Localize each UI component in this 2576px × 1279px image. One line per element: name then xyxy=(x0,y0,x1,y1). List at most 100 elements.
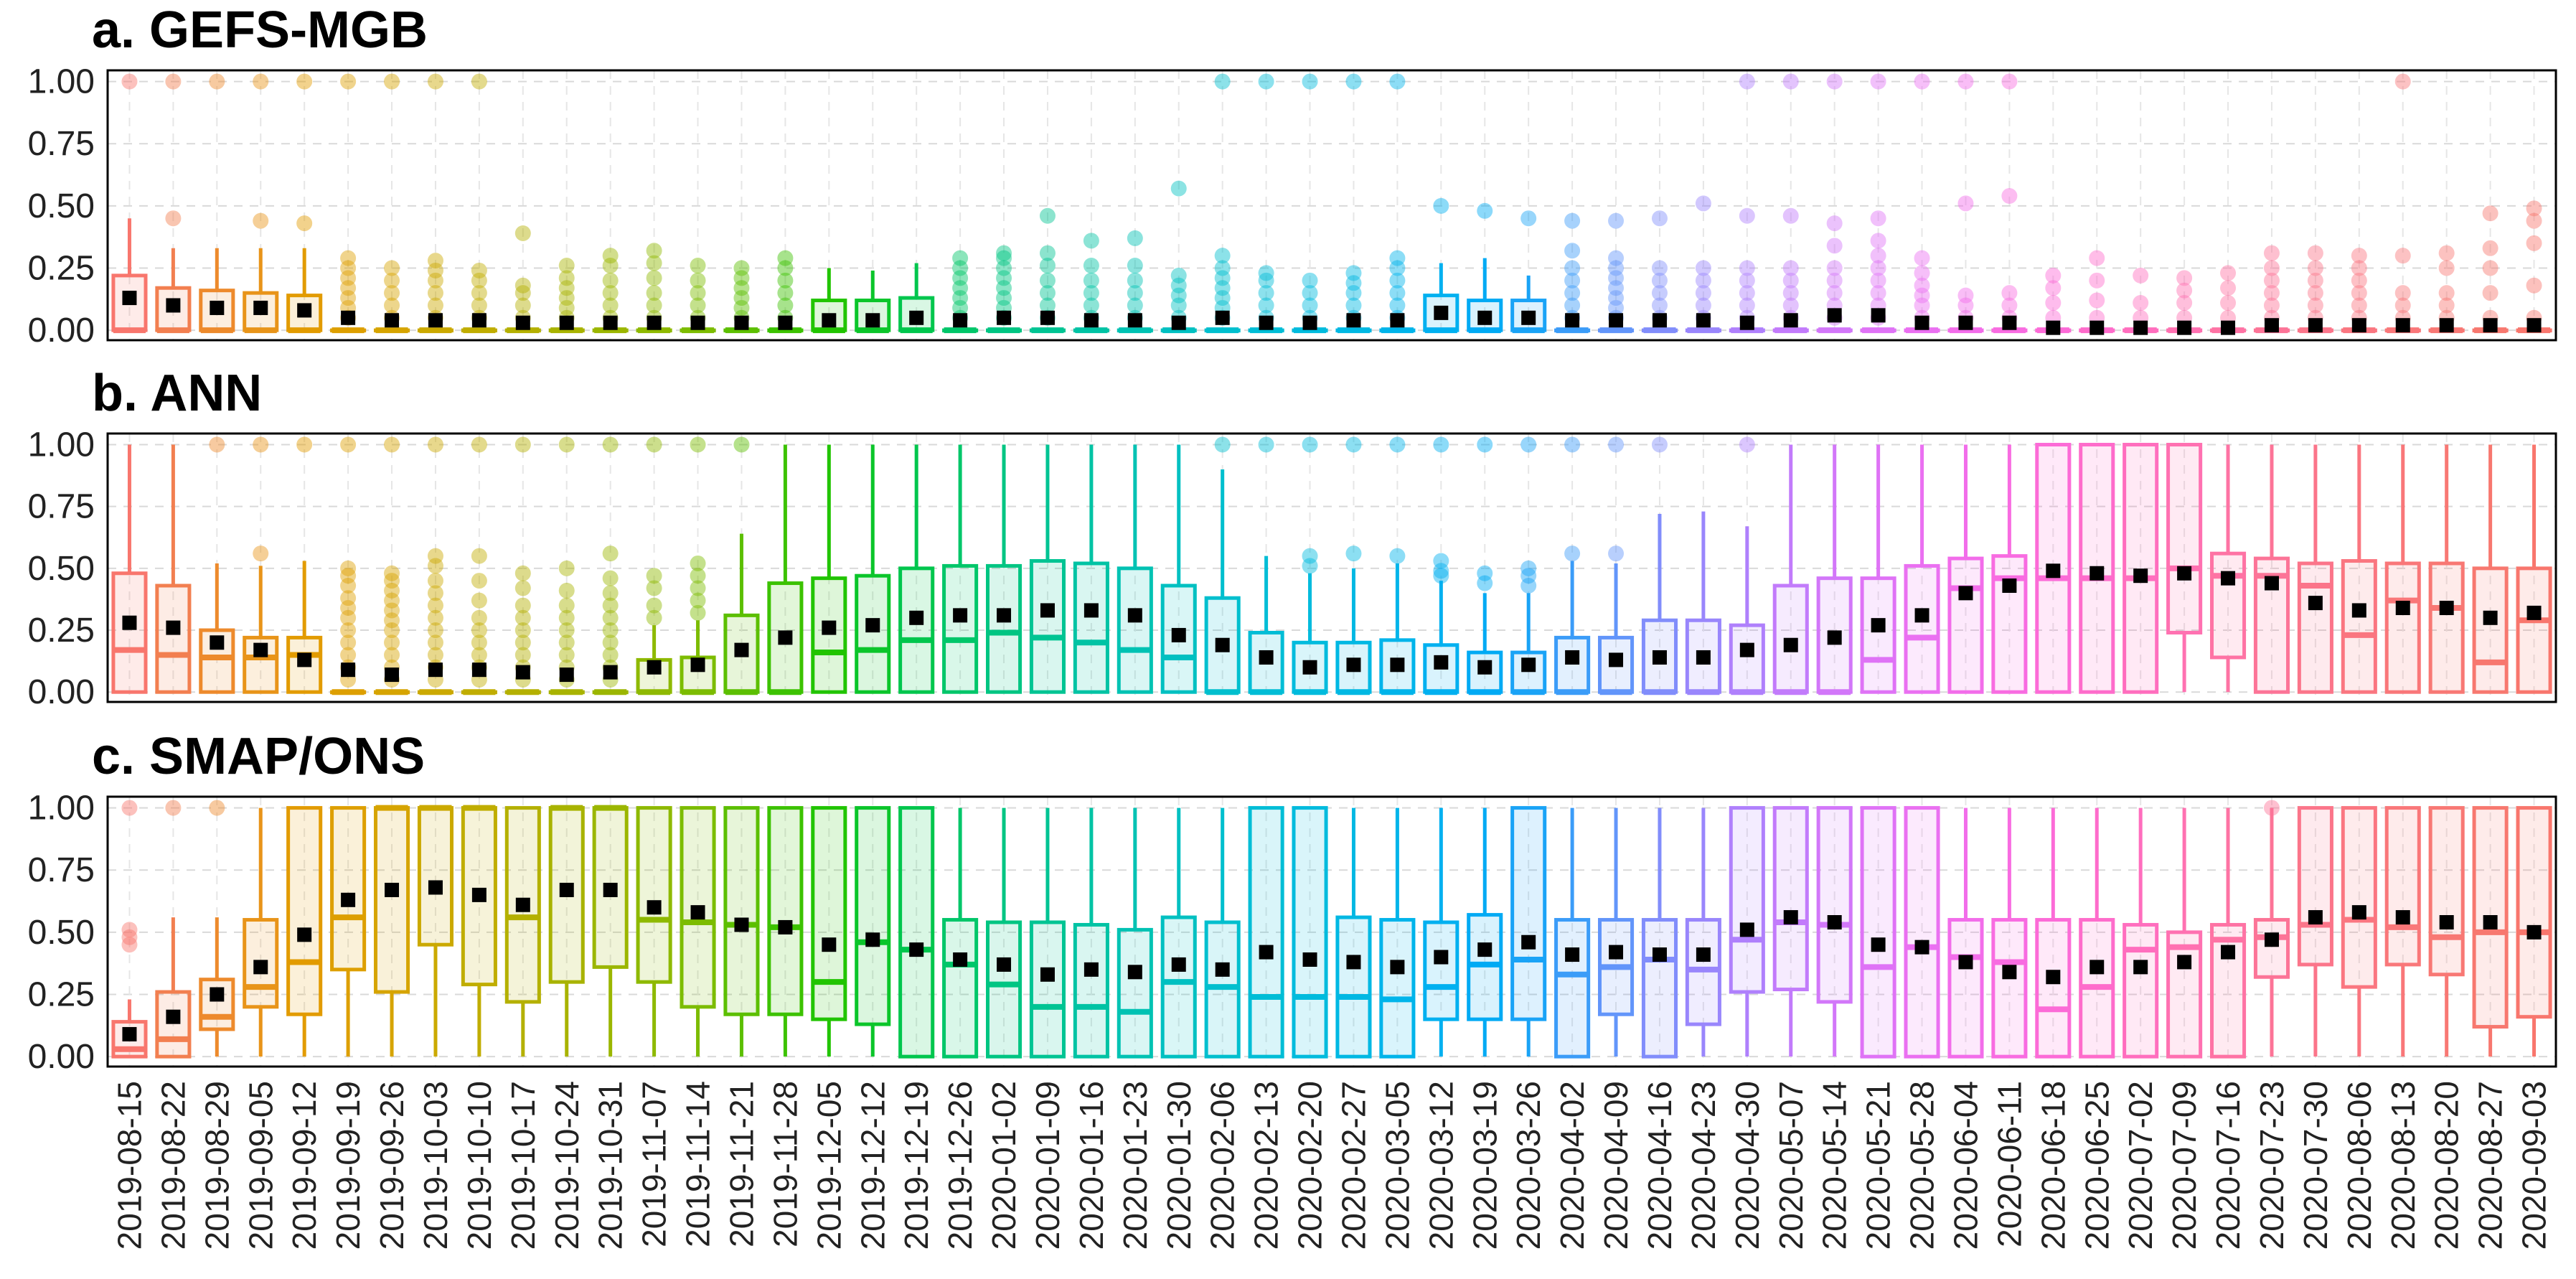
outlier-point xyxy=(2307,260,2323,276)
outlier-point xyxy=(471,436,487,453)
panel-title: b. ANN xyxy=(92,365,262,422)
outlier-point xyxy=(2482,205,2499,222)
mean-marker xyxy=(166,298,181,313)
mean-marker xyxy=(1565,947,1580,962)
box-2019-10-10 xyxy=(461,73,497,334)
outlier-point xyxy=(1739,436,1755,453)
box-2020-04-16 xyxy=(1641,210,1678,334)
outlier-point xyxy=(471,622,487,639)
mean-marker xyxy=(1083,962,1099,977)
x-tick-label: 2020-01-23 xyxy=(1117,1081,1154,1250)
outlier-point xyxy=(427,297,443,314)
mean-marker xyxy=(1346,657,1361,673)
box-2019-10-31 xyxy=(592,248,629,334)
outlier-point xyxy=(1608,250,1625,266)
outlier-point xyxy=(2438,260,2455,276)
outlier-point xyxy=(1258,265,1274,281)
box-iqr xyxy=(1991,918,2028,1059)
box-iqr xyxy=(1029,559,1066,694)
x-tick-label: 2020-05-21 xyxy=(1860,1081,1897,1250)
box-2020-01-16 xyxy=(1073,807,1109,1059)
outlier-point xyxy=(996,245,1012,261)
panel-title: c. SMAP/ONS xyxy=(92,728,425,785)
outlier-point xyxy=(1651,260,1668,276)
box-2020-06-18 xyxy=(2035,807,2072,1059)
outlier-point xyxy=(646,609,662,626)
outlier-point xyxy=(1739,272,1755,289)
outlier-point xyxy=(1345,275,1362,291)
mean-marker xyxy=(1346,313,1361,328)
y-tick-label: 0.00 xyxy=(28,673,95,711)
outlier-point xyxy=(558,560,575,576)
mean-marker xyxy=(953,952,968,967)
box-2020-06-04 xyxy=(1947,73,1984,334)
box-2020-02-20 xyxy=(1292,436,1328,695)
outlier-point xyxy=(952,280,969,296)
box-2019-12-19 xyxy=(898,806,935,1059)
outlier-point xyxy=(1870,272,1886,289)
outlier-point xyxy=(952,290,969,306)
outlier-point xyxy=(2001,188,2018,205)
box-2019-08-15 xyxy=(111,73,148,334)
outlier-point xyxy=(1083,272,1099,289)
x-axis: 2019-08-15 2019-08-22 2019-08-29 2019-09-05… xyxy=(111,1081,2552,1250)
outlier-point xyxy=(602,609,619,626)
box-2020-03-12 xyxy=(1423,436,1459,695)
outlier-point xyxy=(1782,73,1799,90)
box-iqr xyxy=(155,990,192,1059)
x-tick-label: 2020-06-04 xyxy=(1947,1081,1984,1250)
outlier-point xyxy=(165,800,182,816)
box-iqr xyxy=(1729,623,1765,694)
box-iqr xyxy=(1204,596,1241,694)
outlier-point xyxy=(1651,285,1668,301)
y-tick-label: 0.75 xyxy=(28,125,95,163)
outlier-point xyxy=(1258,436,1274,453)
outlier-point xyxy=(2526,235,2542,251)
outlier-point xyxy=(2089,292,2105,309)
outlier-point xyxy=(1870,248,1886,264)
box-2019-09-26 xyxy=(373,73,410,334)
box-2020-07-30 xyxy=(2297,444,2333,694)
mean-marker xyxy=(166,620,181,635)
outlier-point xyxy=(471,573,487,589)
mean-marker xyxy=(1739,922,1754,937)
box-2020-03-05 xyxy=(1379,73,1416,334)
outlier-point xyxy=(1214,290,1231,306)
box-2019-10-10 xyxy=(461,436,497,695)
outlier-point xyxy=(253,73,269,90)
outlier-point xyxy=(1520,560,1537,576)
box-2019-09-26 xyxy=(373,805,410,1057)
box-2020-04-30 xyxy=(1729,806,1765,1057)
outlier-point xyxy=(2263,297,2280,314)
box-2020-06-11 xyxy=(1991,444,2028,694)
mean-marker xyxy=(2002,965,2017,980)
mean-marker xyxy=(2395,318,2410,333)
outlier-point xyxy=(1389,436,1406,453)
outlier-point xyxy=(427,272,443,289)
outlier-point xyxy=(2045,267,2062,284)
box-2020-09-03 xyxy=(2516,200,2552,334)
outlier-point xyxy=(646,285,662,301)
box-iqr xyxy=(2209,551,2247,660)
outlier-point xyxy=(1651,210,1668,227)
box-2020-04-09 xyxy=(1597,436,1635,695)
x-tick-label: 2020-03-19 xyxy=(1466,1081,1503,1250)
outlier-point xyxy=(1870,285,1886,301)
outlier-point xyxy=(558,582,575,599)
outlier-point xyxy=(602,647,619,663)
outlier-point xyxy=(1258,73,1274,90)
outlier-point xyxy=(2089,272,2105,289)
box-iqr xyxy=(985,563,1023,694)
box-2019-11-14 xyxy=(680,436,716,695)
mean-marker xyxy=(1521,934,1536,950)
mean-marker xyxy=(2439,915,2454,930)
mean-marker xyxy=(1477,660,1493,675)
x-tick-label: 2019-12-26 xyxy=(941,1081,979,1250)
mean-marker xyxy=(1346,955,1361,970)
outlier-point xyxy=(1608,212,1625,229)
box-2020-04-02 xyxy=(1554,807,1591,1059)
outlier-point xyxy=(340,634,357,651)
outlier-point xyxy=(1389,73,1406,90)
outlier-point xyxy=(384,573,400,589)
mean-marker xyxy=(1696,947,1711,962)
